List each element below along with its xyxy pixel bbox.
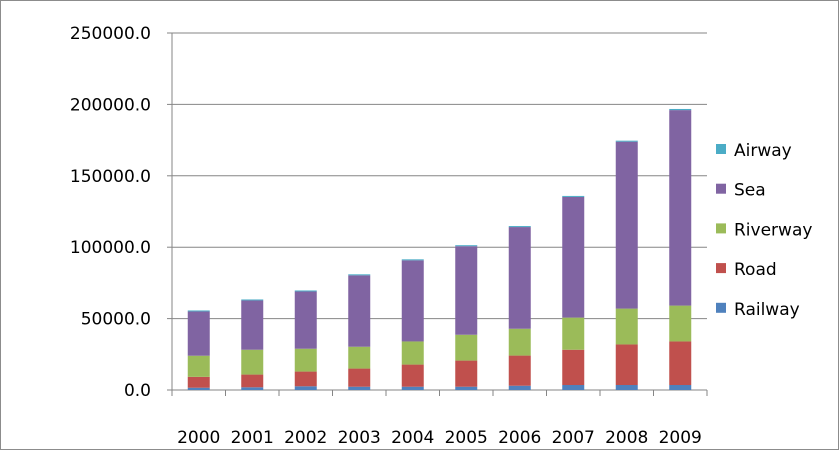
bar-railway-2001	[241, 387, 264, 390]
bar-riverway-2007	[562, 317, 585, 350]
legend-label-sea: Sea	[734, 181, 766, 201]
bar-airway-2008	[615, 140, 638, 142]
legend-label-railway: Railway	[734, 300, 800, 320]
bar-road-2001	[241, 374, 264, 388]
bar-riverway-2005	[455, 334, 478, 361]
bar-railway-2007	[562, 385, 585, 390]
x-tick-label: 2005	[445, 428, 488, 448]
bar-riverway-2003	[348, 346, 371, 369]
bar-riverway-2000	[187, 355, 210, 377]
bar-sea-2004	[401, 260, 424, 342]
bar-riverway-2006	[508, 328, 531, 356]
y-tick-label: 100000.0	[70, 238, 151, 258]
bar-sea-2000	[187, 311, 210, 356]
x-tick-label: 2001	[231, 428, 274, 448]
bar-airway-2002	[294, 290, 317, 292]
bar-riverway-2008	[615, 308, 638, 345]
bar-airway-2009	[669, 108, 692, 111]
legend-swatch-riverway	[716, 223, 726, 234]
bar-sea-2001	[241, 300, 264, 350]
x-tick-label: 2002	[284, 428, 327, 448]
bar-riverway-2002	[294, 348, 317, 372]
legend-label-road: Road	[734, 260, 777, 280]
bar-railway-2000	[187, 387, 210, 390]
bar-railway-2003	[348, 386, 371, 390]
bar-road-2008	[615, 344, 638, 386]
bar-sea-2005	[455, 246, 478, 335]
bar-railway-2002	[294, 386, 317, 390]
bar-road-2003	[348, 368, 371, 387]
bar-airway-2004	[401, 259, 424, 261]
bar-airway-2000	[187, 310, 210, 312]
x-tick-label: 2008	[605, 428, 648, 448]
bar-airway-2006	[508, 226, 531, 228]
bar-airway-2003	[348, 274, 371, 276]
bar-airway-2005	[455, 245, 478, 247]
bar-railway-2005	[455, 386, 478, 390]
legend-swatch-road	[716, 263, 726, 274]
bar-sea-2007	[562, 196, 585, 318]
bar-road-2004	[401, 364, 424, 387]
bar-road-2002	[294, 371, 317, 387]
bar-road-2006	[508, 355, 531, 386]
y-tick-label: 250000.0	[70, 24, 151, 44]
bar-sea-2008	[615, 141, 638, 309]
legend-label-airway: Airway	[734, 141, 792, 161]
x-tick-label: 2000	[177, 428, 220, 448]
y-tick-label: 200000.0	[70, 95, 151, 115]
x-tick-label: 2004	[391, 428, 434, 448]
bar-riverway-2004	[401, 341, 424, 365]
legend-swatch-sea	[716, 183, 726, 194]
x-tick-label: 2003	[338, 428, 381, 448]
bar-sea-2009	[669, 110, 692, 306]
legend-swatch-airway	[716, 144, 726, 154]
bar-airway-2007	[562, 195, 585, 197]
y-tick-label: 0.0	[124, 381, 151, 401]
bar-riverway-2009	[669, 305, 692, 342]
y-tick-label: 50000.0	[81, 310, 151, 330]
bar-sea-2003	[348, 275, 371, 347]
x-tick-label: 2009	[659, 428, 702, 448]
bar-road-2009	[669, 341, 692, 386]
bar-riverway-2001	[241, 349, 264, 375]
bar-railway-2009	[669, 385, 692, 390]
bar-road-2007	[562, 349, 585, 386]
y-tick-label: 150000.0	[70, 167, 151, 187]
bar-railway-2008	[615, 385, 638, 390]
bar-railway-2006	[508, 385, 531, 390]
x-tick-label: 2006	[498, 428, 541, 448]
bar-sea-2006	[508, 227, 531, 329]
bar-road-2005	[455, 360, 478, 387]
bar-airway-2001	[241, 299, 264, 301]
bar-road-2000	[187, 376, 210, 388]
bar-railway-2004	[401, 386, 424, 390]
legend-swatch-railway	[716, 302, 726, 313]
bar-sea-2002	[294, 291, 317, 349]
x-tick-label: 2007	[552, 428, 595, 448]
legend-label-riverway: Riverway	[734, 220, 812, 240]
